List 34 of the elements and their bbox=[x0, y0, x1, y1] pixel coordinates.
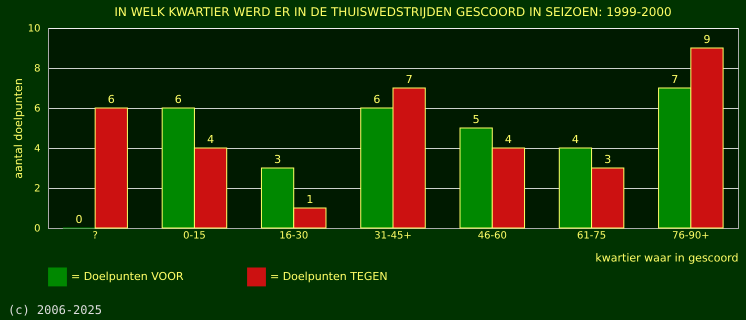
bar bbox=[94, 108, 128, 228]
y-tick-label: 2 bbox=[34, 184, 40, 194]
legend-label: = Doelpunten TEGEN bbox=[270, 270, 388, 283]
text: (c) 2006-2025 bbox=[8, 303, 102, 317]
data-label: 4 bbox=[572, 133, 579, 146]
data-label: 7 bbox=[406, 73, 413, 86]
data-label: 1 bbox=[306, 193, 314, 206]
data-label: 5 bbox=[472, 113, 480, 126]
y-tick-label: 10 bbox=[28, 24, 40, 34]
x-tick-label: 16-30 bbox=[279, 230, 308, 242]
data-label: 6 bbox=[373, 93, 380, 106]
y-tick-label: 8 bbox=[34, 64, 40, 74]
x-tick-label: 0-15 bbox=[183, 230, 206, 242]
legend-label: = Doelpunten VOOR bbox=[71, 270, 184, 283]
y-tick-label: 0 bbox=[34, 224, 40, 234]
data-label: 0 bbox=[76, 213, 83, 226]
x-tick-label: 76-90+ bbox=[672, 230, 710, 242]
data-label: 4 bbox=[207, 133, 214, 146]
x-tick-label: 46-60 bbox=[478, 230, 507, 242]
x-axis-title: kwartier waar in gescoord bbox=[595, 252, 738, 264]
x-tick-label: 61-75 bbox=[577, 230, 606, 242]
y-tick-label: 6 bbox=[34, 104, 40, 114]
data-label: 4 bbox=[504, 133, 512, 146]
x-tick-label: ? bbox=[92, 230, 98, 242]
data-label: 9 bbox=[703, 33, 710, 46]
data-label: 3 bbox=[274, 153, 282, 166]
data-label: 3 bbox=[604, 153, 612, 166]
y-tick-label: 4 bbox=[34, 144, 40, 154]
data-label: 6 bbox=[108, 93, 115, 106]
chart-title: IN WELK KWARTIER WERD ER IN DE THUISWEDSTRIJDEN GESCOORD IN SEIZOEN: 1999-2000 bbox=[114, 5, 672, 19]
data-label: 6 bbox=[174, 93, 182, 106]
x-tick-label: 31-45+ bbox=[374, 230, 412, 242]
y-axis-title: aantal doelpunten bbox=[12, 78, 25, 179]
data-label: 7 bbox=[671, 73, 678, 86]
